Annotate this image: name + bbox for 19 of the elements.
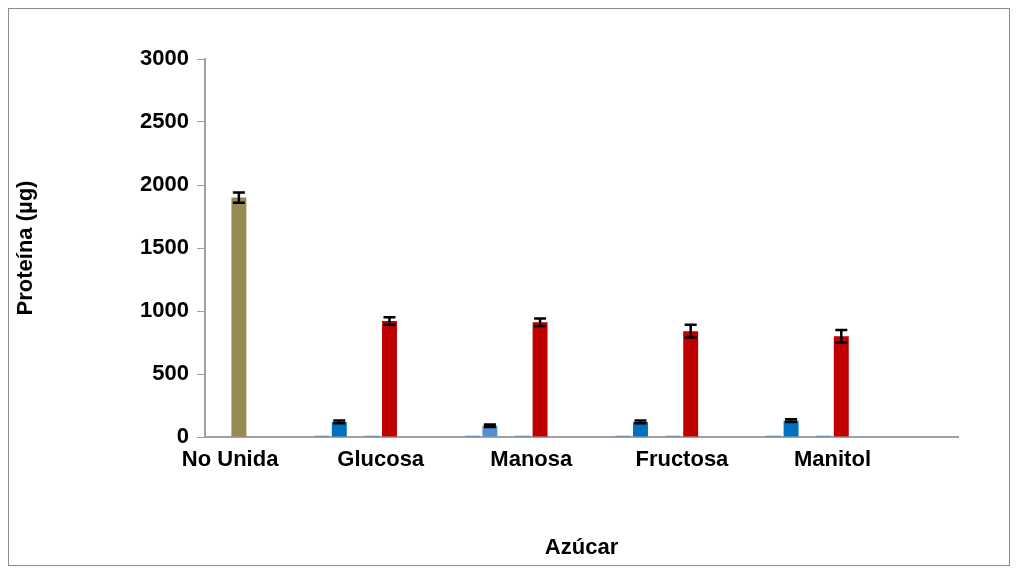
y-axis-title: Proteína (µg) [12, 180, 38, 316]
y-tick-label: 500 [152, 360, 189, 386]
bar [532, 322, 548, 437]
y-tick-label: 2500 [140, 108, 189, 134]
x-tick-label: Manosa [490, 446, 574, 472]
x-tick-label: Manitol [794, 446, 871, 472]
bar [683, 331, 699, 437]
y-tick-label: 1500 [140, 234, 189, 260]
bar [382, 321, 397, 437]
y-tick-label: 1000 [140, 297, 189, 323]
bar [231, 197, 247, 437]
y-tick-label: 2000 [140, 171, 189, 197]
x-tick-label: Fructosa [635, 446, 730, 472]
y-tick-label: 0 [176, 423, 189, 449]
bar [833, 336, 849, 437]
x-axis-title: Azúcar [544, 533, 619, 559]
x-tick-label: No Unida [181, 446, 280, 472]
x-tick-label: Glucosa [337, 446, 425, 472]
y-tick-label: 3000 [140, 45, 189, 71]
